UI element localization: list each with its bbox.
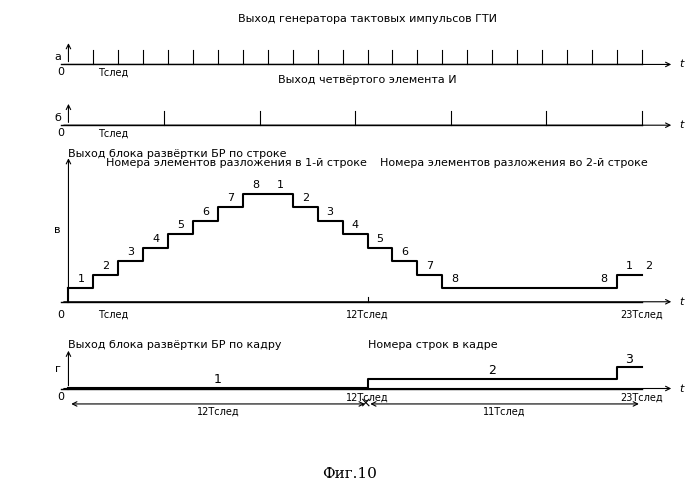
Text: 23Тслед: 23Тслед [620, 310, 663, 320]
Text: Выход блока развёртки БР по кадру: Выход блока развёртки БР по кадру [69, 340, 282, 350]
Text: 3: 3 [625, 353, 633, 366]
Text: Тслед: Тслед [99, 128, 129, 138]
Text: Фиг.10: Фиг.10 [323, 467, 377, 481]
Text: 1: 1 [276, 180, 284, 190]
Text: 7: 7 [227, 193, 234, 203]
Text: Выход генератора тактовых импульсов ГТИ: Выход генератора тактовых импульсов ГТИ [238, 14, 497, 24]
Text: t: t [679, 120, 683, 130]
Text: ×: × [359, 396, 371, 410]
Text: 2: 2 [645, 261, 652, 271]
Text: 6: 6 [202, 207, 209, 217]
Text: Номера элементов разложения в 1-й строке: Номера элементов разложения в 1-й строке [106, 158, 367, 168]
Text: 1: 1 [214, 373, 222, 386]
Text: а: а [54, 52, 61, 62]
Text: t: t [679, 59, 683, 69]
Text: 0: 0 [57, 68, 64, 77]
Text: 6: 6 [401, 247, 408, 257]
Text: 0: 0 [57, 310, 64, 320]
Text: 2: 2 [488, 364, 496, 378]
Text: б: б [54, 113, 61, 123]
Text: 2: 2 [102, 261, 109, 271]
Text: Выход блока развёртки БР по строке: Выход блока развёртки БР по строке [69, 149, 287, 158]
Text: 3: 3 [127, 247, 134, 257]
Text: 11Тслед: 11Тслед [483, 407, 526, 417]
Text: 4: 4 [152, 234, 159, 243]
Text: 4: 4 [351, 220, 358, 230]
Text: t: t [679, 383, 683, 394]
Text: 0: 0 [57, 128, 64, 138]
Text: 3: 3 [327, 207, 334, 217]
Text: г: г [55, 364, 61, 374]
Text: Номера элементов разложения во 2-й строке: Номера элементов разложения во 2-й строк… [380, 158, 648, 168]
Text: Тслед: Тслед [99, 310, 129, 320]
Text: 1: 1 [78, 274, 85, 284]
Text: 12Тслед: 12Тслед [346, 310, 389, 320]
Text: 5: 5 [177, 220, 184, 230]
Text: Тслед: Тслед [99, 68, 129, 77]
Text: Выход четвёртого элемента И: Выход четвёртого элемента И [278, 75, 457, 85]
Text: 7: 7 [426, 261, 433, 271]
Text: 2: 2 [302, 193, 309, 203]
Text: Номера строк в кадре: Номера строк в кадре [368, 340, 497, 350]
Text: в: в [55, 225, 61, 235]
Text: 5: 5 [377, 234, 384, 243]
Text: 1: 1 [626, 261, 633, 271]
Text: 8: 8 [601, 274, 608, 284]
Text: 8: 8 [452, 274, 458, 284]
Text: 12Тслед: 12Тслед [346, 392, 389, 402]
Text: t: t [679, 297, 683, 307]
Text: 23Тслед: 23Тслед [620, 392, 663, 402]
Text: 12Тслед: 12Тслед [197, 407, 239, 417]
Text: 0: 0 [57, 392, 64, 402]
Text: 8: 8 [252, 180, 259, 190]
